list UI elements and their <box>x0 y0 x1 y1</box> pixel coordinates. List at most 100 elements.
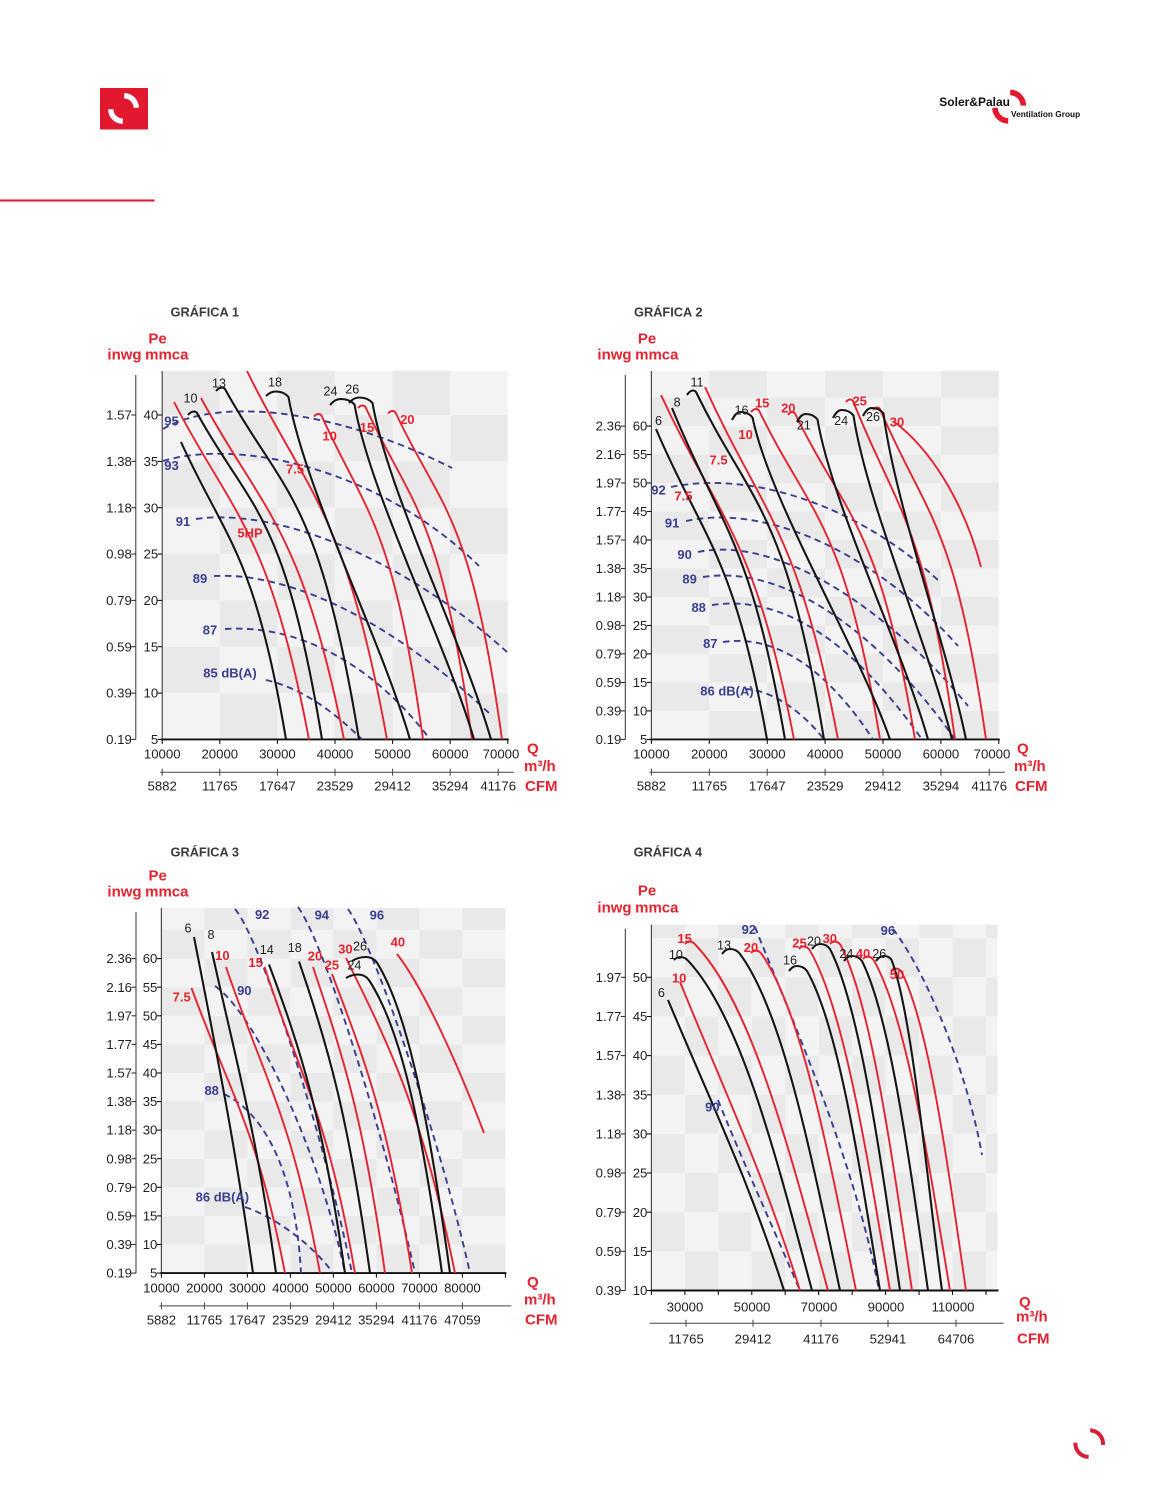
svg-text:20: 20 <box>633 1205 648 1220</box>
svg-text:20: 20 <box>807 935 821 949</box>
svg-text:0.98: 0.98 <box>106 547 132 562</box>
svg-text:1.38: 1.38 <box>596 1087 622 1102</box>
svg-text:26: 26 <box>872 947 886 961</box>
svg-text:1.38: 1.38 <box>106 1094 132 1109</box>
svg-text:41176: 41176 <box>803 1332 839 1347</box>
svg-text:90: 90 <box>705 1100 719 1115</box>
svg-text:10: 10 <box>738 427 752 442</box>
svg-text:29412: 29412 <box>315 1312 352 1327</box>
svg-text:1.57: 1.57 <box>106 408 132 423</box>
svg-text:90: 90 <box>237 983 251 998</box>
svg-text:40: 40 <box>633 1048 648 1063</box>
svg-text:40: 40 <box>143 1066 158 1081</box>
svg-text:Pe: Pe <box>149 868 167 885</box>
svg-text:1.18: 1.18 <box>596 590 622 605</box>
svg-text:30: 30 <box>823 931 837 946</box>
svg-text:40000: 40000 <box>317 747 354 762</box>
svg-text:5882: 5882 <box>637 779 666 794</box>
svg-text:inwg: inwg <box>597 900 631 917</box>
svg-text:inwg: inwg <box>597 347 631 364</box>
svg-text:30: 30 <box>144 500 159 515</box>
svg-text:21: 21 <box>797 418 811 432</box>
svg-text:96: 96 <box>881 923 895 938</box>
svg-text:Soler&Palau: Soler&Palau <box>939 95 1010 109</box>
svg-text:50: 50 <box>890 967 904 982</box>
svg-text:26: 26 <box>866 410 880 424</box>
svg-text:15: 15 <box>248 955 262 970</box>
svg-text:0.39: 0.39 <box>106 1237 132 1252</box>
svg-text:50000: 50000 <box>734 1300 771 1315</box>
svg-text:11765: 11765 <box>187 1312 223 1327</box>
svg-text:20000: 20000 <box>691 747 728 762</box>
svg-text:24: 24 <box>347 959 361 973</box>
svg-text:88: 88 <box>204 1083 218 1098</box>
svg-text:5882: 5882 <box>147 1312 176 1327</box>
svg-text:13: 13 <box>717 939 731 953</box>
svg-text:0.59: 0.59 <box>596 675 622 690</box>
svg-text:mmca: mmca <box>145 347 189 364</box>
svg-text:35: 35 <box>633 1087 648 1102</box>
svg-text:88: 88 <box>691 600 705 615</box>
svg-text:20000: 20000 <box>201 747 238 762</box>
svg-text:30000: 30000 <box>667 1300 704 1315</box>
svg-text:1.38: 1.38 <box>596 561 622 576</box>
svg-text:1.38: 1.38 <box>106 454 132 469</box>
svg-text:0.59: 0.59 <box>106 639 132 654</box>
svg-text:0.98: 0.98 <box>596 618 622 633</box>
svg-text:10: 10 <box>215 948 229 963</box>
svg-text:10: 10 <box>672 971 686 986</box>
svg-text:18: 18 <box>268 375 282 389</box>
svg-text:15: 15 <box>633 1244 648 1259</box>
svg-text:5HP: 5HP <box>237 525 263 540</box>
svg-text:95: 95 <box>164 413 178 428</box>
svg-text:CFM: CFM <box>1015 778 1048 795</box>
svg-text:40: 40 <box>633 533 648 548</box>
svg-text:85 dB(A): 85 dB(A) <box>203 666 256 681</box>
svg-text:70000: 70000 <box>401 1280 438 1295</box>
svg-text:m³/h: m³/h <box>1016 1309 1048 1326</box>
svg-text:11765: 11765 <box>691 779 727 794</box>
svg-text:7.5: 7.5 <box>710 453 728 468</box>
svg-text:11765: 11765 <box>668 1332 704 1347</box>
svg-text:Pe: Pe <box>148 331 166 348</box>
svg-text:29412: 29412 <box>865 779 902 794</box>
svg-text:80000: 80000 <box>444 1280 481 1295</box>
svg-text:10: 10 <box>633 1283 648 1298</box>
svg-text:47059: 47059 <box>444 1312 481 1327</box>
svg-text:23529: 23529 <box>272 1312 309 1327</box>
svg-text:40000: 40000 <box>272 1280 309 1295</box>
svg-text:35: 35 <box>143 1094 158 1109</box>
svg-text:8: 8 <box>207 928 214 942</box>
svg-text:m³/h: m³/h <box>524 758 556 775</box>
svg-text:15: 15 <box>677 931 691 946</box>
svg-text:96: 96 <box>370 908 384 923</box>
svg-text:86 dB(A): 86 dB(A) <box>700 684 753 699</box>
svg-text:1.77: 1.77 <box>596 504 622 519</box>
svg-text:Pe: Pe <box>638 331 656 348</box>
svg-text:30000: 30000 <box>749 747 786 762</box>
svg-text:11765: 11765 <box>202 779 238 794</box>
svg-text:20: 20 <box>781 401 795 416</box>
svg-text:35: 35 <box>144 454 159 469</box>
svg-text:0.19: 0.19 <box>106 1266 132 1281</box>
svg-text:89: 89 <box>682 572 696 587</box>
svg-text:10: 10 <box>322 428 336 443</box>
svg-text:25: 25 <box>633 1166 648 1181</box>
svg-text:0.79: 0.79 <box>596 1205 622 1220</box>
svg-text:50000: 50000 <box>865 747 902 762</box>
svg-text:26: 26 <box>353 940 367 954</box>
svg-text:7.5: 7.5 <box>286 461 304 476</box>
svg-text:45: 45 <box>633 504 648 519</box>
svg-text:GRÁFICA 2: GRÁFICA 2 <box>634 305 703 320</box>
svg-text:mmca: mmca <box>635 900 679 917</box>
svg-text:2.36: 2.36 <box>596 419 622 434</box>
svg-text:41176: 41176 <box>480 779 516 794</box>
svg-text:30000: 30000 <box>259 747 296 762</box>
svg-text:Q: Q <box>1017 740 1029 757</box>
svg-text:0.39: 0.39 <box>106 686 132 701</box>
svg-text:20: 20 <box>633 647 648 662</box>
svg-text:0.59: 0.59 <box>106 1209 132 1224</box>
svg-text:24: 24 <box>834 414 848 428</box>
svg-text:40: 40 <box>391 934 405 949</box>
svg-text:35294: 35294 <box>432 779 469 794</box>
